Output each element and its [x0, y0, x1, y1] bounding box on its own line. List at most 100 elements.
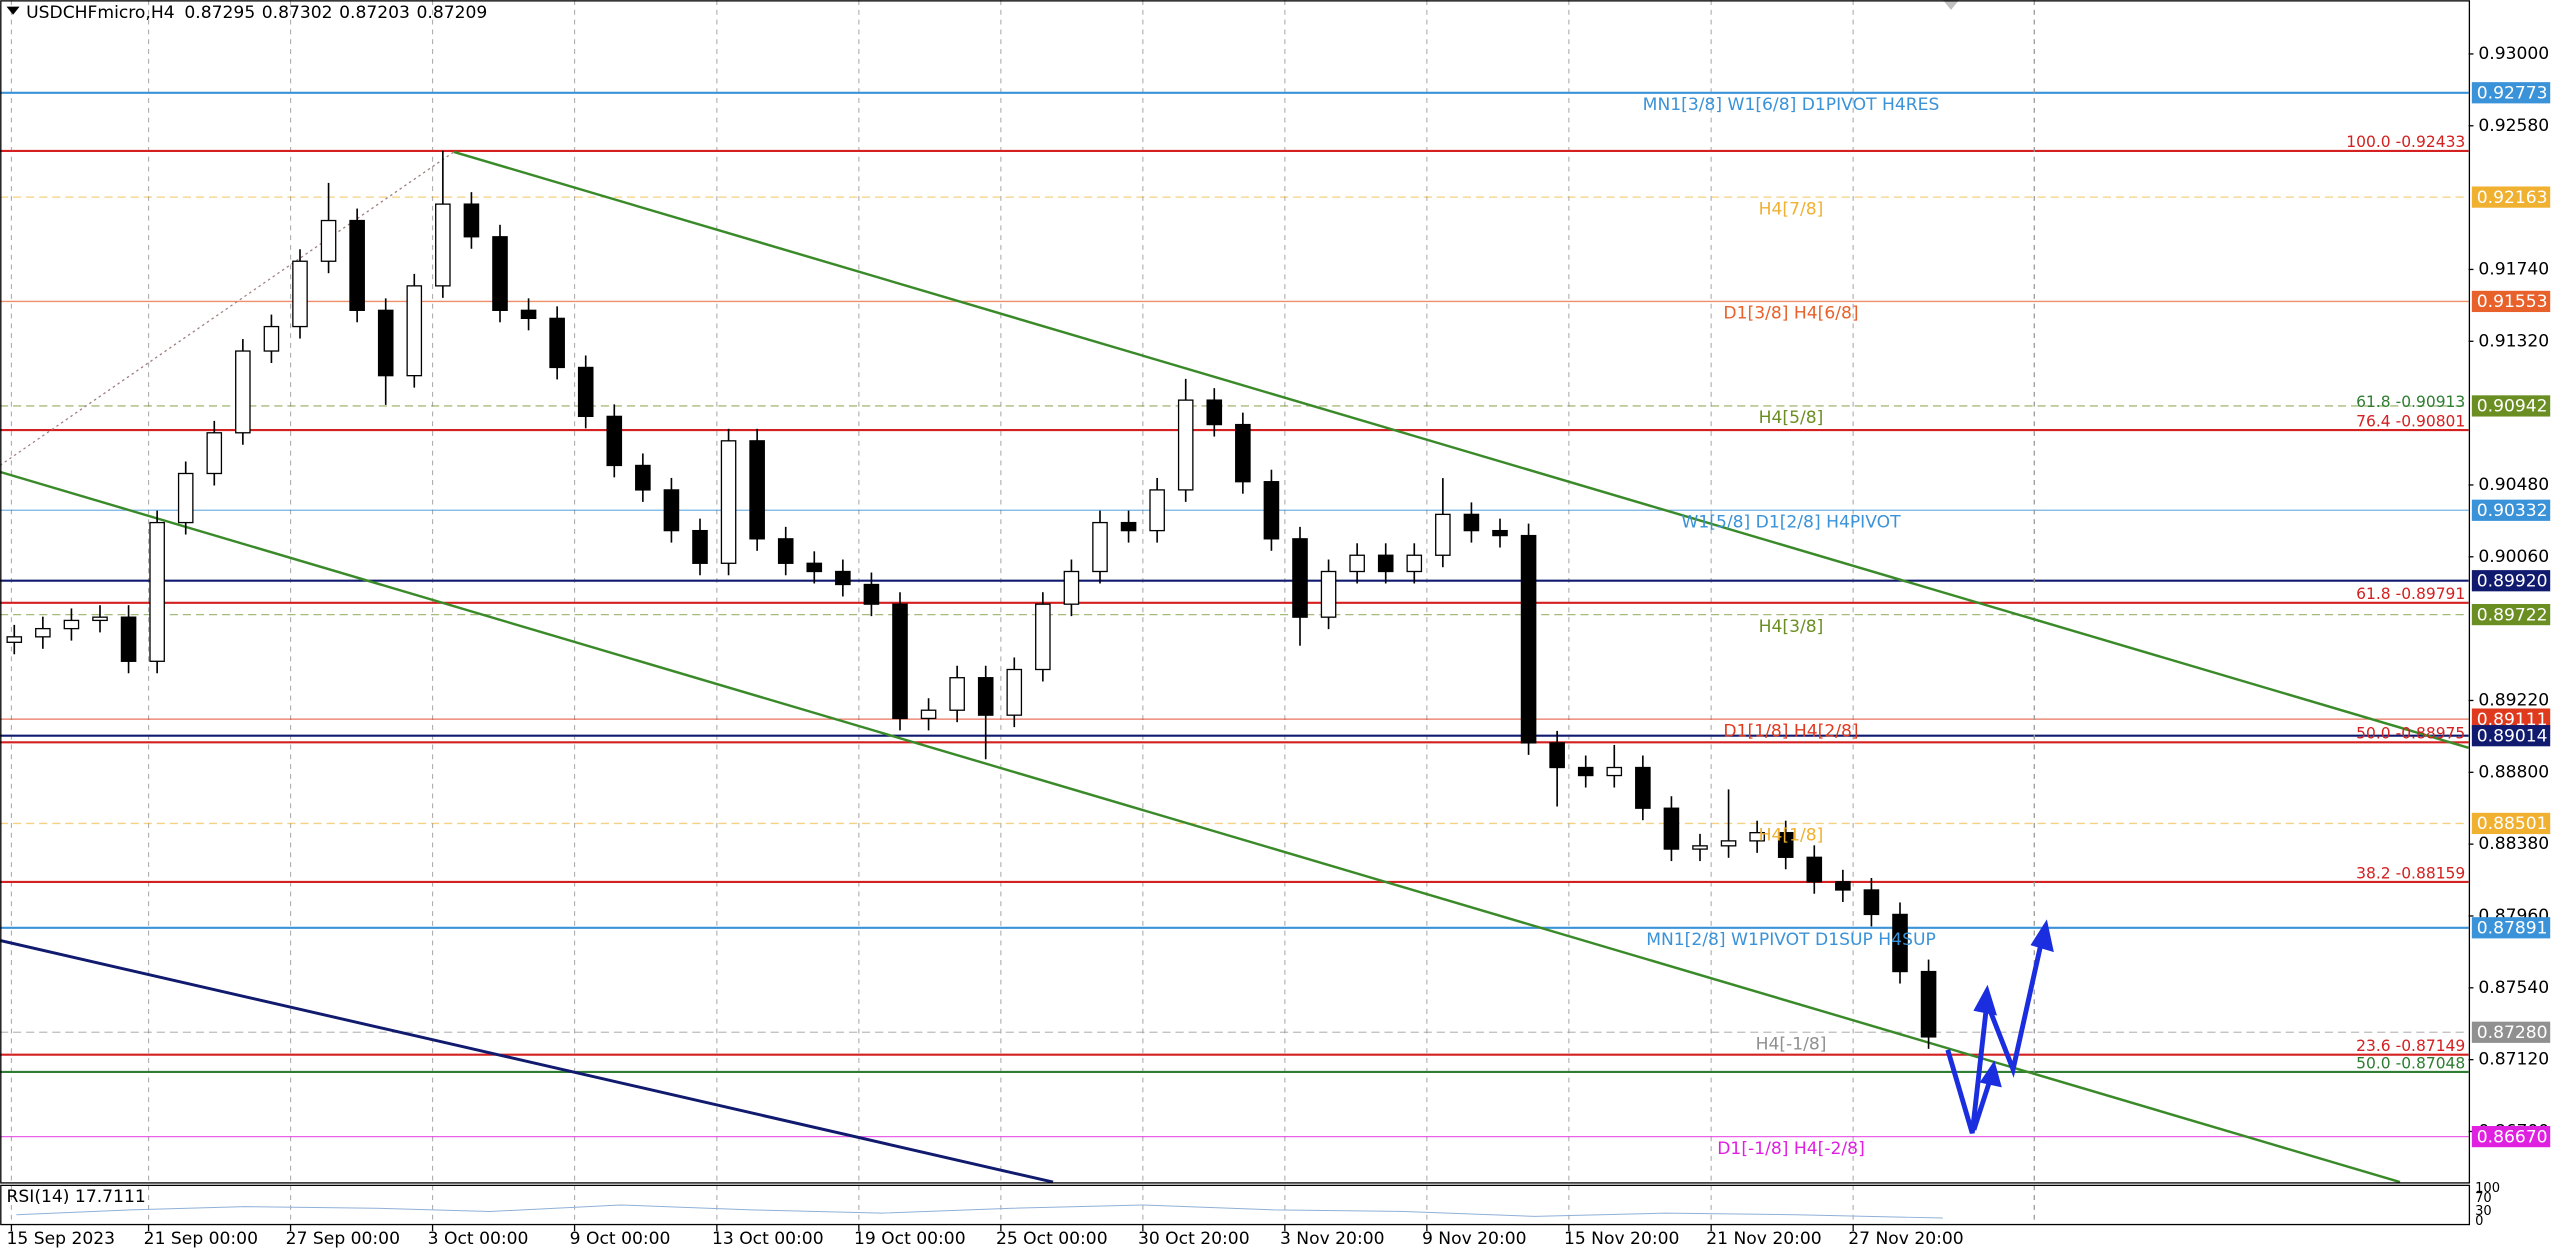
- candle-body: [1120, 521, 1137, 532]
- level-label: MN1[3/8] W1[6/8] D1PIVOT H4RES: [1643, 95, 1940, 115]
- price-box: [2471, 395, 2551, 417]
- price-box-label: 0.88501: [2477, 814, 2548, 834]
- forecast-arrow: [1945, 919, 2054, 1134]
- header-low: 0.87203: [339, 3, 410, 23]
- price-box: [2471, 82, 2551, 104]
- candle-body: [320, 219, 337, 262]
- y-tick-label: 0.87120: [2478, 1050, 2549, 1070]
- price-box: [2471, 570, 2551, 592]
- price-box-label: 0.92163: [2477, 188, 2548, 208]
- candle-body: [1463, 513, 1480, 532]
- candle-body: [1549, 742, 1565, 769]
- x-tick-label: 9 Oct 00:00: [570, 1229, 671, 1249]
- y-tick-label: 0.87540: [2478, 978, 2549, 998]
- x-tick-label: 13 Oct 00:00: [712, 1229, 824, 1249]
- y-tick-label: 0.88800: [2478, 762, 2549, 782]
- channel-upper: [453, 150, 2469, 749]
- rsi-tick-label: 30: [2475, 1204, 2492, 1219]
- candle-body: [692, 529, 708, 564]
- candle-body: [1663, 807, 1680, 850]
- y-tick-label: 0.88380: [2478, 834, 2549, 854]
- candle-body: [1520, 534, 1537, 744]
- fibo-baseline: [0, 151, 455, 466]
- price-box: [2471, 812, 2551, 835]
- y-tick-label: 0.90480: [2478, 475, 2549, 495]
- candle-body: [1063, 570, 1080, 605]
- rsi-frame: [0, 1184, 2471, 1226]
- candles-layer: [6, 150, 1937, 1049]
- price-box-label: 0.92773: [2477, 84, 2548, 104]
- trend-line: [0, 939, 1054, 1184]
- candle-body: [35, 627, 51, 638]
- candle-body: [1035, 603, 1051, 671]
- candle-body: [835, 570, 851, 586]
- price-box: [2471, 708, 2551, 730]
- x-tick-label: 25 Oct 00:00: [996, 1229, 1108, 1249]
- candle-body: [577, 366, 594, 418]
- level-label: W1[5/8] D1[2/8] H4PIVOT: [1681, 513, 1901, 533]
- header-high: 0.87302: [262, 3, 333, 23]
- rsi-tick-label: 100: [2475, 1181, 2500, 1196]
- marker: [1942, 0, 1960, 10]
- candle-body: [435, 203, 451, 287]
- candle-body: [235, 350, 251, 434]
- candle-body: [520, 309, 537, 320]
- candle-body: [977, 677, 994, 716]
- candle-body: [720, 440, 737, 564]
- candle-body: [349, 219, 365, 311]
- y-tick-label: 0.91320: [2478, 331, 2549, 351]
- y-tick-label: 0.93000: [2478, 44, 2549, 64]
- price-box-label: 0.89111: [2477, 710, 2548, 730]
- candle-body: [1092, 521, 1108, 573]
- price-box: [2471, 725, 2551, 747]
- price-box: [2471, 290, 2551, 313]
- symbol: USDCHFmicro,H4: [26, 3, 174, 23]
- fib-label: 23.6 -0.87149: [2356, 1037, 2465, 1055]
- candle-body: [406, 285, 423, 377]
- candle-body: [1206, 399, 1223, 426]
- candle-body: [120, 616, 137, 662]
- fib-label: 61.8 -0.89791: [2356, 585, 2465, 603]
- x-tick-label: 9 Nov 20:00: [1422, 1229, 1527, 1249]
- candle-body: [492, 236, 508, 311]
- price-box: [2471, 917, 2551, 939]
- candle-body: [1235, 423, 1251, 483]
- candle-body: [635, 464, 651, 491]
- level-label: D1[1/8] H4[2/8]: [1723, 721, 1858, 741]
- x-tick-label: 21 Nov 20:00: [1706, 1229, 1821, 1249]
- candle-body: [1749, 832, 1765, 842]
- price-box-label: 0.91553: [2477, 292, 2548, 312]
- candle-body: [1720, 840, 1737, 847]
- arrowhead: [1979, 1060, 2002, 1088]
- price-box: [2471, 186, 2551, 208]
- candle-body: [206, 432, 223, 475]
- level-label: H4[5/8]: [1759, 408, 1824, 428]
- fib-label: 50.0 -0.87048: [2356, 1054, 2465, 1072]
- fib-label: 38.2 -0.88159: [2356, 864, 2465, 882]
- candle-body: [1377, 554, 1394, 573]
- x-tick-label: 19 Oct 00:00: [854, 1229, 966, 1249]
- candle-body: [1920, 970, 1937, 1038]
- price-box-label: 0.87891: [2477, 919, 2548, 939]
- candle-body: [1892, 913, 1908, 973]
- rsi-label: RSI(14) 17.7111: [7, 1187, 146, 1207]
- price-box-label: 0.89014: [2477, 727, 2548, 747]
- y-tick-label: 0.91740: [2478, 259, 2549, 279]
- candle-body: [1320, 570, 1337, 618]
- header-open: 0.87295: [184, 3, 255, 23]
- fib-label: 76.4 -0.90801: [2356, 412, 2465, 430]
- price-box: [2471, 499, 2551, 521]
- candle-body: [1006, 668, 1023, 716]
- price-box-label: 0.89722: [2477, 605, 2548, 625]
- candle-body: [1692, 845, 1708, 850]
- level-label: H4[7/8]: [1759, 199, 1824, 219]
- candle-body: [149, 521, 165, 662]
- x-tick-label: 3 Oct 00:00: [428, 1229, 529, 1249]
- x-tick-label: 3 Nov 20:00: [1280, 1229, 1385, 1249]
- price-box-label: 0.90942: [2477, 397, 2548, 417]
- fib-label: 50.0 -0.88975: [2356, 725, 2465, 743]
- y-tick-label: 0.90060: [2478, 547, 2549, 567]
- candle-body: [292, 260, 308, 328]
- candle-body: [1263, 481, 1280, 540]
